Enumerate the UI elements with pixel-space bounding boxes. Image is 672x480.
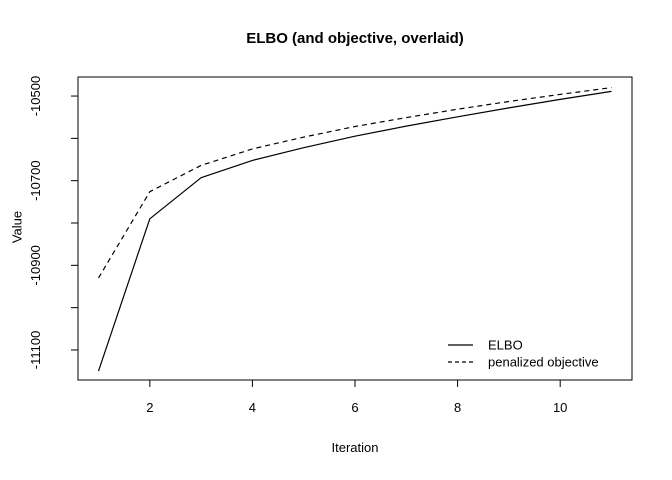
x-tick-label: 8 (454, 400, 461, 415)
series-line-penalized-objective (97, 87, 612, 279)
y-axis-label: Value (9, 210, 25, 244)
y-tick-label: -10900 (28, 245, 43, 285)
y-tick-label: -10700 (28, 160, 43, 200)
y-tick-label: -10500 (28, 76, 43, 116)
x-tick-label: 4 (249, 400, 256, 415)
legend-label-elbo: ELBO (488, 338, 523, 353)
x-axis-label: Iteration (331, 440, 379, 455)
legend-label-penalized-objective: penalized objective (488, 355, 599, 370)
series-line-elbo (97, 90, 612, 372)
plot-box (77, 76, 633, 381)
x-tick-label: 10 (553, 400, 567, 415)
y-tick-label: -11100 (28, 331, 43, 370)
x-tick-label: 2 (146, 400, 153, 415)
x-tick-label: 6 (351, 400, 358, 415)
chart-title: ELBO (and objective, overlaid) (246, 30, 464, 47)
